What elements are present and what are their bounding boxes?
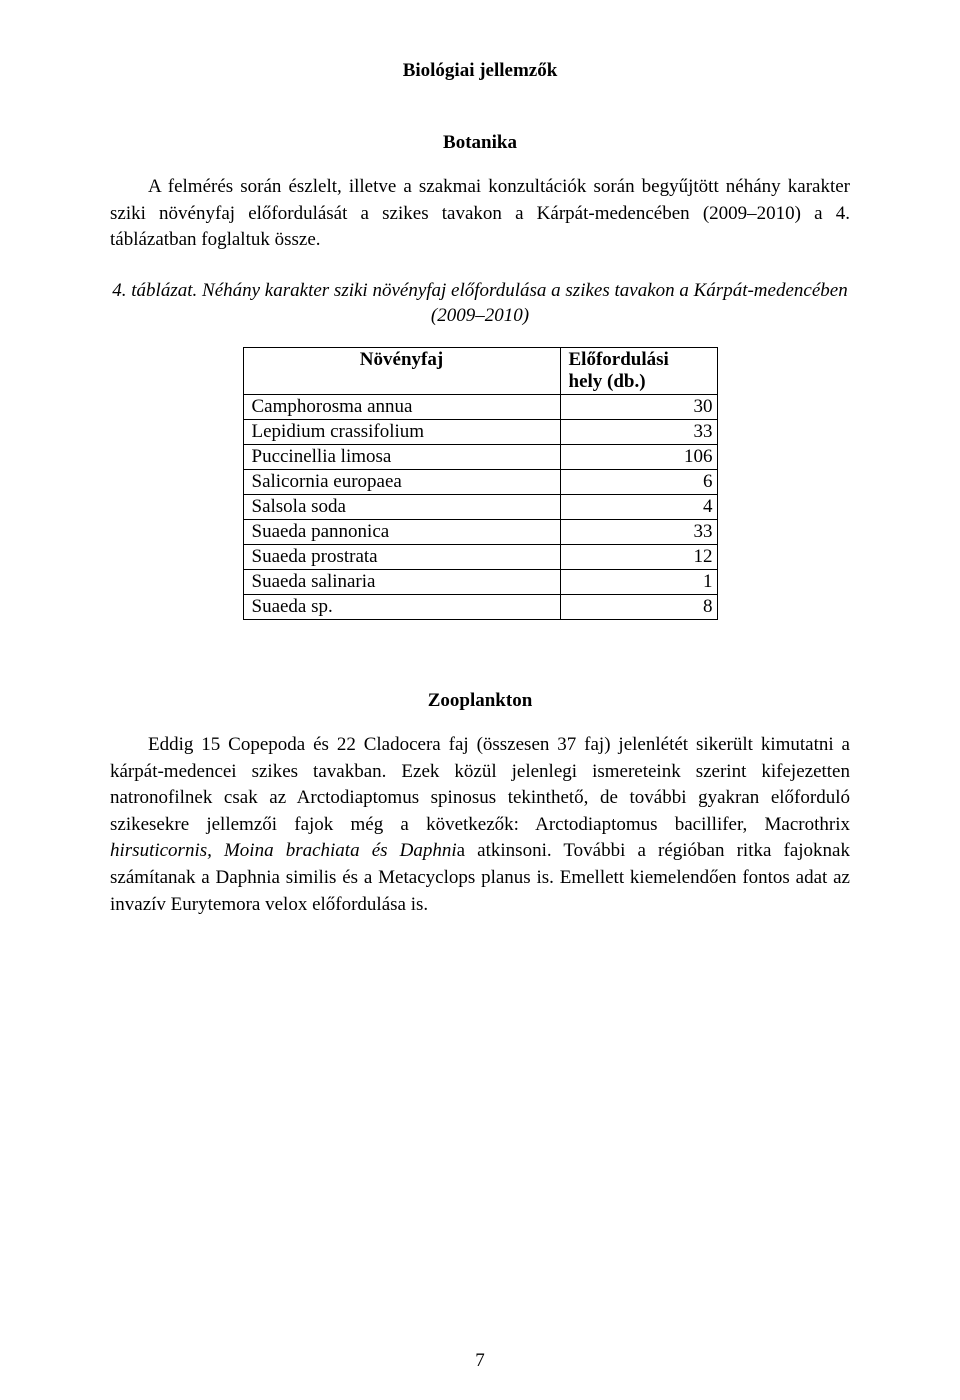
intro-paragraph: A felmérés során észlelt, illetve a szak… — [110, 174, 850, 254]
table-header-row: Növényfaj Előfordulási hely (db.) — [243, 348, 717, 395]
page-number: 7 — [0, 1350, 960, 1372]
species-count: 33 — [560, 420, 717, 445]
heading-botanika: Botanika — [110, 132, 850, 154]
caption-prefix: 4. táblázat. — [112, 280, 202, 301]
species-name: Suaeda pannonica — [243, 520, 560, 545]
species-table: Növényfaj Előfordulási hely (db.) Campho… — [243, 347, 718, 620]
species-name: Lepidium crassifolium — [243, 420, 560, 445]
table-row: Suaeda sp. 8 — [243, 595, 717, 620]
col-header-count: Előfordulási hely (db.) — [560, 348, 717, 395]
species-name: Suaeda sp. — [243, 595, 560, 620]
para2-italic: hirsuticornis, Moina brachiata és Daphni — [110, 840, 457, 861]
table-row: Lepidium crassifolium 33 — [243, 420, 717, 445]
species-name: Suaeda salinaria — [243, 570, 560, 595]
species-count: 12 — [560, 545, 717, 570]
species-name: Salicornia europaea — [243, 470, 560, 495]
species-name: Suaeda prostrata — [243, 545, 560, 570]
heading-main: Biológiai jellemzők — [110, 60, 850, 82]
col2-line1: Előfordulási — [569, 349, 669, 370]
species-count: 30 — [560, 395, 717, 420]
species-count: 4 — [560, 495, 717, 520]
table-row: Camphorosma annua 30 — [243, 395, 717, 420]
table-row: Suaeda pannonica 33 — [243, 520, 717, 545]
species-count: 1 — [560, 570, 717, 595]
table-row: Puccinellia limosa 106 — [243, 445, 717, 470]
col-header-species: Növényfaj — [243, 348, 560, 395]
table-row: Suaeda prostrata 12 — [243, 545, 717, 570]
zooplankton-paragraph: Eddig 15 Copepoda és 22 Cladocera faj (ö… — [110, 732, 850, 918]
species-count: 6 — [560, 470, 717, 495]
col2-line2: hely (db.) — [569, 371, 646, 392]
species-name: Camphorosma annua — [243, 395, 560, 420]
para2-part-a: Eddig 15 Copepoda és 22 Cladocera faj (ö… — [110, 734, 850, 835]
table-row: Salicornia europaea 6 — [243, 470, 717, 495]
species-name: Puccinellia limosa — [243, 445, 560, 470]
species-name: Salsola soda — [243, 495, 560, 520]
caption-text: Néhány karakter sziki növényfaj előfordu… — [202, 280, 848, 327]
table-row: Salsola soda 4 — [243, 495, 717, 520]
heading-zooplankton: Zooplankton — [110, 690, 850, 712]
species-count: 106 — [560, 445, 717, 470]
species-count: 8 — [560, 595, 717, 620]
table-row: Suaeda salinaria 1 — [243, 570, 717, 595]
table-caption: 4. táblázat. Néhány karakter sziki növén… — [110, 278, 850, 329]
page-container: Biológiai jellemzők Botanika A felmérés … — [0, 0, 960, 1400]
species-count: 33 — [560, 520, 717, 545]
